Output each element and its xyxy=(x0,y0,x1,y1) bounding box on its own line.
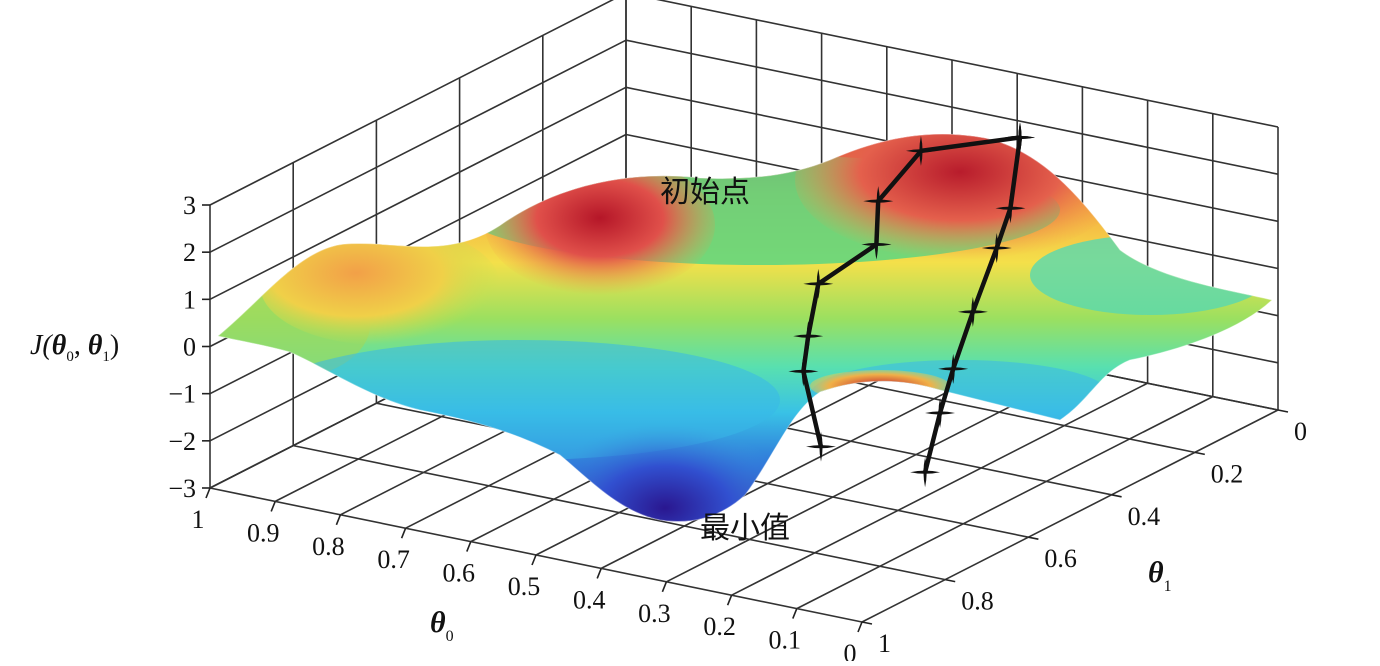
theta0-axis-label: θ0 xyxy=(430,606,454,645)
theta0-tick-label: 0.8 xyxy=(312,532,345,561)
minimum-annotation: 最小值 xyxy=(700,512,790,545)
theta0-tick-mark xyxy=(661,581,668,593)
z-tick-label: 2 xyxy=(183,238,196,267)
path-marker xyxy=(910,457,941,488)
theta1-tick-label: 0.4 xyxy=(1128,502,1161,531)
surface-edge xyxy=(216,133,1274,523)
path-marker xyxy=(793,321,824,352)
left-wall-gridline xyxy=(209,0,615,206)
cost-surface xyxy=(216,133,1274,523)
descent-paths xyxy=(788,122,1035,488)
theta1-tick-label: 0.6 xyxy=(1044,544,1077,573)
z-tick-label: 1 xyxy=(183,285,196,314)
theta1-tick-mark xyxy=(1277,409,1289,413)
z-tick-label: 0 xyxy=(183,333,196,362)
left-wall-gridline xyxy=(209,86,627,301)
surface-left-bulge xyxy=(260,225,500,345)
back-wall-gridline xyxy=(656,0,1279,128)
theta0-tick-label: 0 xyxy=(844,639,857,661)
start-point-annotation: 初始点 xyxy=(660,176,750,209)
theta1-tick-mark xyxy=(1028,536,1039,540)
theta0-tick-mark xyxy=(466,541,472,552)
left-wall-gridline xyxy=(209,39,627,253)
theta0-tick-mark xyxy=(270,501,276,512)
theta1-tick-mark xyxy=(945,578,956,583)
back-wall-gridline xyxy=(625,39,1279,175)
z-tick-label: −1 xyxy=(168,380,196,409)
theta0-tick-label: 0.7 xyxy=(377,545,410,574)
theta0-tick-mark xyxy=(792,608,798,619)
theta1-tick-mark xyxy=(1194,451,1205,456)
z-tick-label: 3 xyxy=(183,191,196,220)
theta1-tick-label: 0 xyxy=(1294,417,1307,446)
path-marker xyxy=(861,229,892,260)
path-marker xyxy=(981,233,1012,264)
floor-gridline xyxy=(861,409,1279,623)
theta0-tick-label: 0.2 xyxy=(703,612,736,641)
theta0-tick-label: 0.4 xyxy=(573,585,606,614)
floor-gridline xyxy=(731,382,1148,596)
floor-gridline xyxy=(293,444,946,581)
theta1-tick-label: 0.2 xyxy=(1211,459,1244,488)
z-axis-label: J(θ0, θ1) xyxy=(30,330,119,365)
floor-gridline xyxy=(796,395,1214,610)
z-tick-label: −2 xyxy=(168,427,196,456)
path-marker xyxy=(803,268,834,299)
theta0-tick-label: 0.9 xyxy=(247,518,280,547)
path-marker xyxy=(938,353,969,384)
theta0-tick-mark xyxy=(205,487,211,499)
theta0-tick-mark xyxy=(596,568,602,579)
theta0-tick-mark xyxy=(400,527,407,539)
theta0-tick-label: 0.3 xyxy=(638,599,671,628)
path-marker xyxy=(788,356,819,387)
theta0-tick-label: 1 xyxy=(192,505,205,534)
surface-right-edge xyxy=(1030,235,1270,315)
theta1-tick-label: 1 xyxy=(878,629,891,658)
theta1-tick-mark xyxy=(1111,494,1122,498)
path-marker xyxy=(925,398,956,429)
theta0-tick-label: 0.6 xyxy=(443,559,476,588)
theta0-tick-label: 0.1 xyxy=(769,626,802,655)
theta0-tick-label: 0.5 xyxy=(508,572,541,601)
theta0-tick-mark xyxy=(531,554,537,566)
path-marker xyxy=(806,431,836,462)
path-marker xyxy=(905,135,936,166)
path-marker xyxy=(995,193,1026,224)
theta1-tick-mark xyxy=(861,621,873,625)
path-marker xyxy=(863,186,894,217)
theta0-tick-mark xyxy=(857,621,863,633)
theta0-tick-mark xyxy=(726,594,733,606)
theta0-tick-mark xyxy=(335,514,342,526)
theta1-axis-label: θ1 xyxy=(1148,556,1172,595)
path-marker xyxy=(957,296,988,327)
path-marker xyxy=(1005,122,1035,153)
theta1-tick-label: 0.8 xyxy=(961,587,994,616)
z-tick-label: −3 xyxy=(168,474,196,503)
